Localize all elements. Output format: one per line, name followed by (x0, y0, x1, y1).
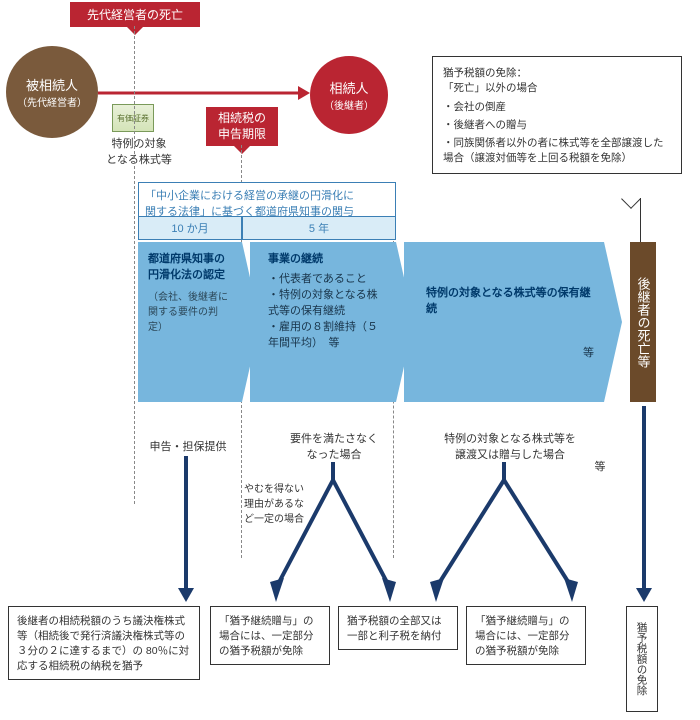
stage-2-list: 代表者であること 特例の対象となる株式等の保有継続 雇用の８割維持（５年間平均）… (268, 270, 386, 350)
stage-1-title: 都道府県知事の円滑化法の認定 (148, 250, 232, 282)
box-4: 「猶予継続贈与」の場合には、一定部分の猶予税額が免除 (466, 606, 586, 665)
stage-2-title: 事業の継続 (268, 250, 386, 266)
tag-death-prev: 先代経営者の死亡 (70, 2, 200, 27)
circle-heir: 相続人 （後継者） (310, 56, 388, 134)
circle-predecessor-l2: （先代経営者） (17, 94, 87, 109)
speech-item: ・会社の倒産 (443, 99, 671, 114)
speech-title: 猶予税額の免除： 「死亡」以外の場合 (443, 65, 671, 95)
arrow-inherit (98, 86, 310, 100)
stage-3-title: 特例の対象となる株式等の保有継続 (426, 284, 594, 316)
speech-connector (640, 198, 641, 242)
label-filing: 申告・担保提供 (140, 438, 236, 454)
circle-predecessor-l1: 被相続人 (26, 75, 78, 94)
period-5yr: 5 年 (242, 216, 396, 240)
speech-item: ・後継者への贈与 (443, 117, 671, 132)
box-3: 猶予税額の全部又は一部と利子税を納付 (338, 606, 458, 650)
arrow-split-3 (416, 462, 596, 602)
stage-3: 特例の対象となる株式等の保有継続 等 (404, 242, 604, 402)
period-10mo: 10 か月 (138, 216, 242, 240)
circle-heir-l1: 相続人 (329, 78, 368, 97)
circle-heir-l2: （後継者） (324, 97, 374, 112)
box-2: 「猶予継続贈与」の場合には、一定部分の猶予税額が免除 (210, 606, 330, 665)
speech-exemption: 猶予税額の免除： 「死亡」以外の場合 ・会社の倒産 ・後継者への贈与 ・同族関係… (432, 56, 682, 174)
stage-2: 事業の継続 代表者であること 特例の対象となる株式等の保有継続 雇用の８割維持（… (250, 242, 396, 402)
stage-2-item: 雇用の８割維持（５年間平均） 等 (268, 318, 386, 350)
vert-successor-death: 後継者の死亡等 (630, 242, 656, 402)
speech-tail (621, 189, 641, 209)
tag-filing-deadline: 相続税の 申告期限 (206, 107, 278, 146)
speech-item: ・同族関係者以外の者に株式等を全部譲渡した場合（譲渡対価等を上回る税額を免除） (443, 135, 671, 165)
arrow-down-1 (176, 456, 196, 602)
stage-2-item: 代表者であること (268, 270, 386, 286)
dashed-line-1 (134, 26, 135, 504)
stage-2-item: 特例の対象となる株式等の保有継続 (268, 286, 386, 318)
stock-caption: 特例の対象 となる株式等 (104, 135, 174, 167)
label-transfer: 特例の対象となる株式等を 譲渡又は贈与した場合 (420, 430, 600, 462)
stock-certificate: 有価証券 (112, 104, 154, 132)
arrow-split-2 (258, 462, 418, 602)
stage-3-chevron (604, 242, 622, 402)
stage-3-suffix: 等 (426, 344, 594, 360)
box-1: 後継者の相続税額のうち議決権株式等（相続後で発行済議決権株式等の３分の２に達する… (8, 606, 200, 680)
circle-predecessor: 被相続人 （先代経営者） (6, 46, 98, 138)
stage-1-note: （会社、後継者に関する要件の判定） (148, 288, 232, 333)
arrow-down-right (634, 406, 654, 602)
label-fail-req: 要件を満たさなく なった場合 (274, 430, 394, 462)
box-5: 猶予税額の免除 (626, 606, 658, 712)
stage-1: 都道府県知事の円滑化法の認定 （会社、後継者に関する要件の判定） (138, 242, 242, 402)
